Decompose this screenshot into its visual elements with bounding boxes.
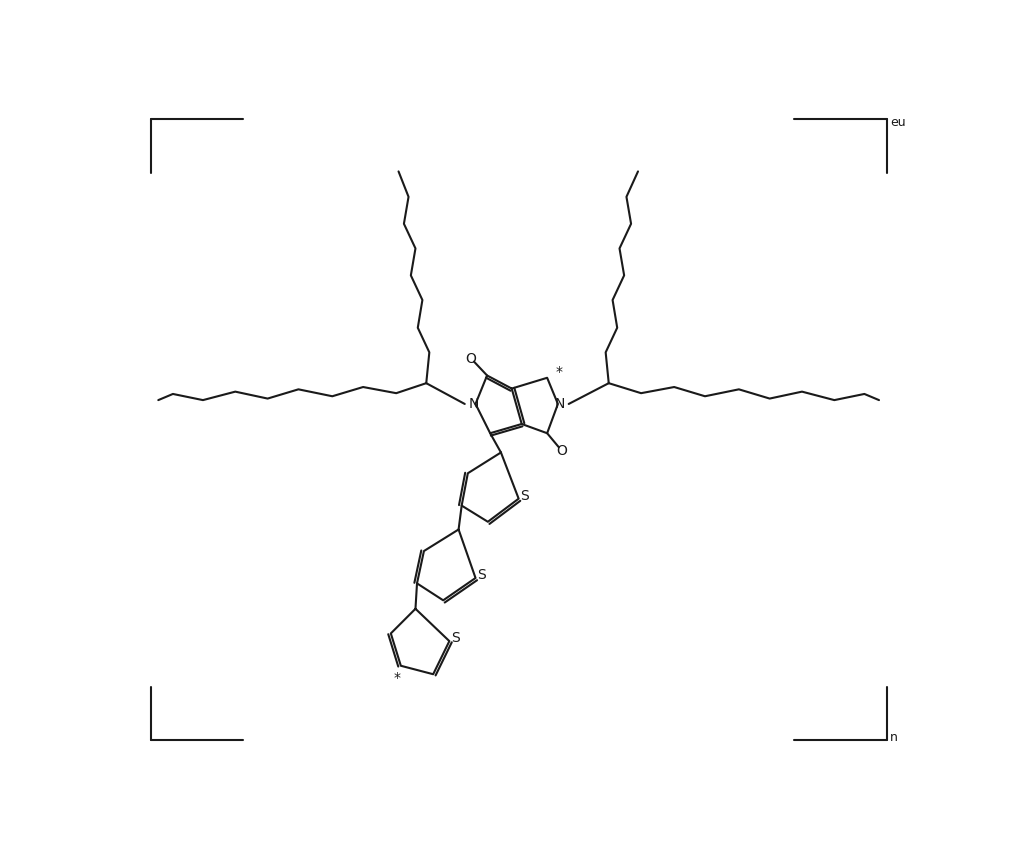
Text: N: N [468, 397, 478, 411]
Text: O: O [556, 444, 566, 458]
Text: N: N [554, 397, 564, 411]
Text: n: n [889, 730, 897, 744]
Text: *: * [555, 364, 562, 379]
Text: S: S [520, 488, 529, 503]
Text: *: * [393, 671, 400, 685]
Text: O: O [465, 351, 476, 366]
Text: S: S [451, 631, 459, 645]
Text: S: S [477, 568, 485, 582]
Text: eu: eu [889, 116, 905, 129]
